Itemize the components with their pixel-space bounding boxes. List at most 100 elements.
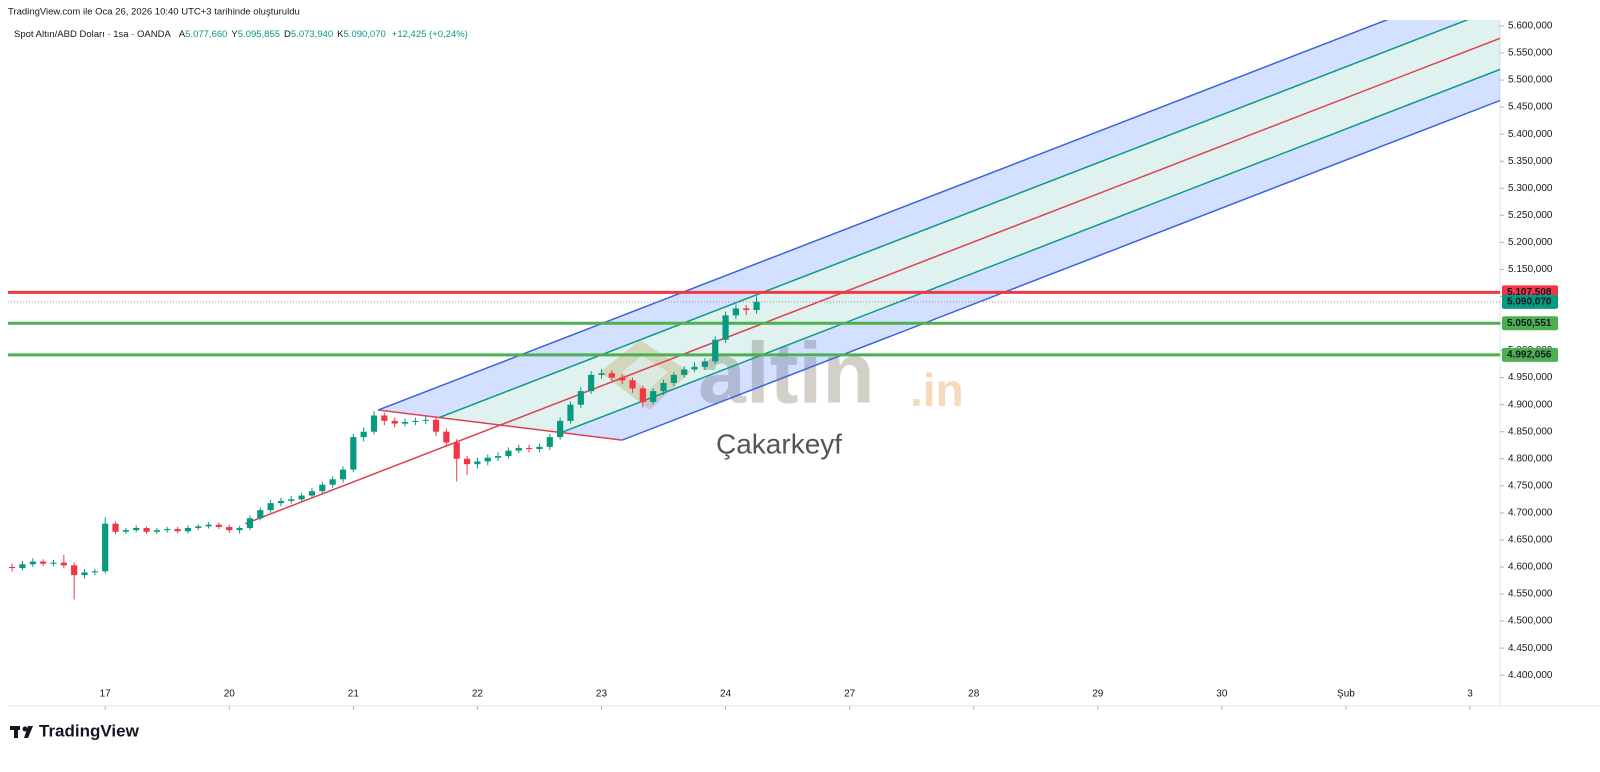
- y-tick-label: 5.250,000: [1508, 210, 1553, 221]
- logo-mark: [14, 726, 18, 738]
- candle-body: [463, 458, 471, 465]
- candle-body: [308, 491, 316, 496]
- candle-body: [174, 529, 181, 532]
- x-tick-label: 24: [720, 689, 732, 700]
- candle-body: [608, 373, 615, 378]
- legend-change: +12,425 (+0,24%): [392, 29, 468, 40]
- candle-body: [412, 420, 419, 422]
- candle-body: [712, 339, 719, 362]
- candle-body: [40, 561, 47, 564]
- candle-body: [619, 377, 626, 381]
- legend-key: K: [337, 29, 344, 40]
- logo-mark: [24, 726, 33, 738]
- level-label: 4.992,056: [1507, 349, 1552, 360]
- y-tick-label: 4.600,000: [1508, 562, 1553, 573]
- candle-body: [722, 315, 729, 340]
- candle-body: [71, 565, 78, 576]
- channel-fill: [378, 20, 1467, 418]
- candle-body: [319, 484, 326, 492]
- y-tick-label: 4.700,000: [1508, 508, 1553, 519]
- candle-body: [277, 500, 285, 504]
- candle-body: [753, 301, 760, 310]
- candle-body: [546, 437, 553, 447]
- candle-body: [143, 528, 150, 532]
- y-tick-label: 5.400,000: [1508, 129, 1553, 140]
- y-tick-label: 4.550,000: [1508, 589, 1553, 600]
- candle-body: [246, 518, 254, 529]
- y-tick-label: 5.150,000: [1508, 264, 1553, 275]
- y-tick-label: 4.800,000: [1508, 453, 1553, 464]
- candle-body: [443, 431, 450, 443]
- y-tick-label: 5.500,000: [1508, 75, 1553, 86]
- candle-body: [422, 419, 429, 421]
- candle-body: [9, 566, 16, 569]
- candle-body: [484, 457, 491, 462]
- candle-body: [536, 446, 543, 450]
- legend-value: 5.095,855: [238, 29, 280, 40]
- candle-body: [691, 366, 698, 370]
- legend-key: A: [179, 29, 186, 40]
- candle-body: [629, 380, 636, 389]
- y-tick-label: 4.500,000: [1508, 616, 1553, 627]
- candle-body: [122, 530, 129, 532]
- x-tick-label: 23: [596, 689, 608, 700]
- candle-body: [505, 450, 512, 457]
- legend-key: D: [284, 29, 291, 40]
- pitchfork-median: [245, 37, 1500, 525]
- x-tick-label: 29: [1092, 689, 1104, 700]
- candle-body: [401, 421, 409, 424]
- x-tick-label: 17: [100, 689, 112, 700]
- candle-body: [681, 369, 688, 375]
- candle-body: [660, 383, 667, 392]
- last-price-box: [1502, 294, 1558, 309]
- candle-body: [598, 373, 605, 375]
- x-tick-label: 22: [472, 689, 484, 700]
- x-tick-label: 28: [968, 689, 980, 700]
- candle-body: [743, 308, 750, 310]
- y-tick-label: 4.750,000: [1508, 480, 1553, 491]
- candle-body: [494, 456, 502, 458]
- pitchfork-inner-lower: [560, 68, 1500, 434]
- y-tick-label: 5.300,000: [1508, 183, 1553, 194]
- watermark-logo-inner: [622, 356, 668, 390]
- candle-body: [29, 561, 36, 565]
- channel-fill: [439, 20, 1500, 433]
- candle-body: [164, 529, 171, 531]
- candle-body: [50, 562, 57, 564]
- candle-body: [288, 499, 295, 501]
- candle-body: [557, 420, 564, 438]
- candle-body: [298, 495, 305, 500]
- candle-body: [732, 308, 740, 316]
- candle-body: [526, 447, 533, 450]
- candle-body: [215, 524, 223, 527]
- footer-logo-text: TradingView: [39, 721, 140, 740]
- y-tick-label: 4.400,000: [1508, 670, 1553, 681]
- legend-value: 5.073,940: [291, 29, 333, 40]
- legend-key: Y: [231, 29, 238, 40]
- y-tick-label: 5.450,000: [1508, 102, 1553, 113]
- candle-body: [370, 415, 378, 432]
- watermark-brand: altin: [698, 326, 875, 422]
- candle-body: [391, 420, 398, 424]
- y-tick-label: 5.600,000: [1508, 21, 1553, 32]
- candle-body: [670, 374, 677, 384]
- candle-body: [650, 391, 657, 402]
- x-tick-label: 3: [1467, 689, 1473, 700]
- legend-value: 5.077,660: [185, 29, 227, 40]
- overlay: 5.600,000 5.550,000 5.500,000 5.450,000 5.40…: [100, 21, 1558, 710]
- legend: Spot Altın/ABD Doları · 1sa · OANDA A5.07…: [14, 29, 468, 40]
- y-tick-label: 4.850,000: [1508, 426, 1553, 437]
- candle-body: [102, 523, 109, 572]
- pitchfork-base: [378, 409, 623, 441]
- candle-body: [515, 447, 522, 451]
- pitchfork-upper: [377, 20, 1389, 411]
- x-tick-label: 27: [844, 689, 856, 700]
- candle-body: [236, 528, 243, 531]
- candle-body: [577, 391, 584, 405]
- candle-body: [195, 526, 202, 529]
- y-tick-label: 4.950,000: [1508, 372, 1553, 383]
- candle-body: [81, 572, 88, 576]
- candle-body: [474, 461, 481, 465]
